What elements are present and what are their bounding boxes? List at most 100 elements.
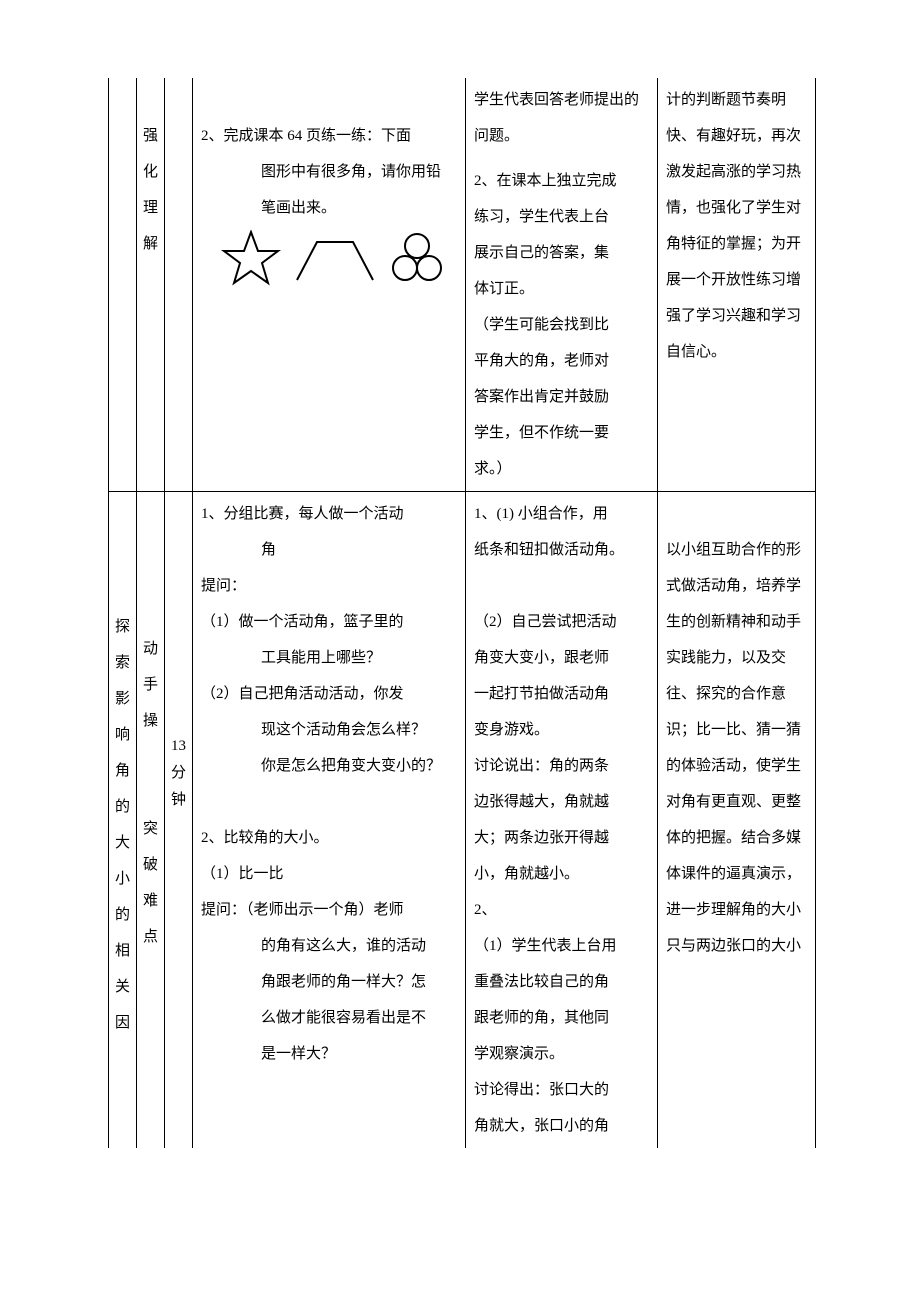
list-item: 1、(1) 小组合作，用 (474, 496, 649, 532)
trapezoid-icon (295, 234, 375, 282)
char: 响 (115, 717, 130, 753)
page: 强 化 理 解 2、完成课本 64 页练一练：下面 图形中有很多角，请你用铅 笔… (0, 0, 920, 1302)
char: 索 (115, 645, 130, 681)
text-line: 角跟老师的角一样大？怎 (201, 964, 457, 1000)
list-item: （2）自己尝试把活动 (474, 604, 649, 640)
char: 关 (115, 969, 130, 1005)
text-line: 角就大，张口小的角 (474, 1108, 649, 1144)
text-line: 你是怎么把角变大变小的？ (201, 748, 457, 784)
text-line: 分 (171, 760, 186, 787)
text-line: 一起打节拍做活动角 (474, 676, 649, 712)
char: 探 (115, 609, 130, 645)
text-line: 练习，学生代表上台 (474, 199, 649, 235)
text-line: 现这个活动角会怎么样？ (201, 712, 457, 748)
teacher-activity-cell: 1、分组比赛，每人做一个活动 角 提问： （1）做一个活动角，篮子里的 工具能用… (193, 492, 466, 1149)
student-activity-cell: 学生代表回答老师提出的问题。 2、在课本上独立完成 练习，学生代表上台 展示自己… (466, 78, 658, 492)
char: 动 (143, 631, 158, 667)
char: 影 (115, 681, 130, 717)
char (149, 775, 153, 811)
phase-label: 强 化 理 解 (143, 82, 158, 262)
char: 大 (115, 825, 130, 861)
text-line: 学观察演示。 (474, 1036, 649, 1072)
text-line: 工具能用上哪些？ (201, 640, 457, 676)
char: 点 (143, 919, 158, 955)
text-line: 角变大变小，跟老师 (474, 640, 649, 676)
text-line: 重叠法比较自己的角 (474, 964, 649, 1000)
phase-cell: 强 化 理 解 (137, 78, 165, 492)
text-line: 13 (171, 733, 186, 760)
text-line: 讨论得出：张口大的 (474, 1072, 649, 1108)
text-line: 变身游戏。 (474, 712, 649, 748)
list-item: 2、在课本上独立完成 (474, 163, 649, 199)
char: 角 (115, 753, 130, 789)
char: 的 (115, 897, 130, 933)
text-line: 边张得越大，角就越 (474, 784, 649, 820)
text-line: 小，角就越小。 (474, 856, 649, 892)
text-line: 学生代表回答老师提出的问题。 (474, 82, 649, 154)
char: 解 (143, 226, 158, 262)
duration-label: 13 分 钟 (171, 496, 186, 814)
char: 因 (115, 1005, 130, 1041)
text-block: 以小组互助合作的形式做活动角，培养学生的创新精神和动手实践能力，以及交往、探究的… (664, 496, 809, 964)
text-line: 求。） (474, 451, 649, 487)
char: 的 (115, 789, 130, 825)
char: 手 (143, 667, 158, 703)
list-item: 2、完成课本 64 页练一练：下面 (201, 118, 457, 154)
text-line: 讨论说出：角的两条 (474, 748, 649, 784)
text-line: 学生，但不作统一要 (474, 415, 649, 451)
stage-cell (109, 78, 137, 492)
list-item: 2、 (474, 892, 649, 928)
text-line: 纸条和钮扣做活动角。 (474, 532, 649, 568)
list-item: 1、分组比赛，每人做一个活动 (201, 496, 457, 532)
text-line: 大；两条边张开得越 (474, 820, 649, 856)
text-line: 角 (201, 532, 457, 568)
student-activity-cell: 1、(1) 小组合作，用 纸条和钮扣做活动角。 （2）自己尝试把活动 角变大变小… (466, 492, 658, 1149)
char (149, 82, 153, 118)
duration-cell (165, 78, 193, 492)
lesson-plan-table: 强 化 理 解 2、完成课本 64 页练一练：下面 图形中有很多角，请你用铅 笔… (108, 78, 816, 1148)
text-line: 展示自己的答案，集 (474, 235, 649, 271)
char: 突 (143, 811, 158, 847)
text-line: 体订正。 (474, 271, 649, 307)
text-line: 平角大的角，老师对 (474, 343, 649, 379)
teacher-activity-cell: 2、完成课本 64 页练一练：下面 图形中有很多角，请你用铅 笔画出来。 (193, 78, 466, 492)
char: 操 (143, 703, 158, 739)
char (149, 739, 153, 775)
text-line: 图形中有很多角，请你用铅 (201, 154, 457, 190)
intent-cell: 以小组互助合作的形式做活动角，培养学生的创新精神和动手实践能力，以及交往、探究的… (658, 492, 816, 1149)
text-line: 答案作出肯定并鼓励 (474, 379, 649, 415)
char: 相 (115, 933, 130, 969)
char: 强 (143, 118, 158, 154)
text-line: （学生可能会找到比 (474, 307, 649, 343)
text-line: 提问： (201, 568, 457, 604)
text-line: 的角有这么大，谁的活动 (201, 928, 457, 964)
duration-cell: 13 分 钟 (165, 492, 193, 1149)
text-line: 笔画出来。 (201, 190, 457, 226)
list-item: （1）学生代表上台用 (474, 928, 649, 964)
text-block: 计的判断题节奏明快、有趣好玩，再次激发起高涨的学习热情，也强化了学生对角特征的掌… (664, 82, 809, 370)
text-line: 么做才能很容易看出是不 (201, 1000, 457, 1036)
text-line: 钟 (171, 787, 186, 814)
intent-cell: 计的判断题节奏明快、有趣好玩，再次激发起高涨的学习热情，也强化了学生对角特征的掌… (658, 78, 816, 492)
char: 破 (143, 847, 158, 883)
table-row: 探 索 影 响 角 的 大 小 的 相 关 因 动 手 操 突 破 难 点 (109, 492, 816, 1149)
stage-cell: 探 索 影 响 角 的 大 小 的 相 关 因 (109, 492, 137, 1149)
table-row: 强 化 理 解 2、完成课本 64 页练一练：下面 图形中有很多角，请你用铅 笔… (109, 78, 816, 492)
phase-label: 动 手 操 突 破 难 点 (143, 496, 158, 955)
list-item: （2）自己把角活动活动，你发 (201, 676, 457, 712)
text-line: 跟老师的角，其他同 (474, 1000, 649, 1036)
char: 化 (143, 154, 158, 190)
phase-cell: 动 手 操 突 破 难 点 (137, 492, 165, 1149)
char: 理 (143, 190, 158, 226)
star-icon (221, 230, 281, 286)
text-line: 是一样大？ (201, 1036, 457, 1072)
list-item: （1）比一比 (201, 856, 457, 892)
stage-label: 探 索 影 响 角 的 大 小 的 相 关 因 (115, 496, 130, 1041)
shapes-row (201, 226, 457, 294)
char: 难 (143, 883, 158, 919)
circles-icon (389, 232, 445, 284)
list-item: （1）做一个活动角，篮子里的 (201, 604, 457, 640)
text-line: 提问：（老师出示一个角）老师 (201, 892, 457, 928)
list-item: 2、比较角的大小。 (201, 820, 457, 856)
char: 小 (115, 861, 130, 897)
